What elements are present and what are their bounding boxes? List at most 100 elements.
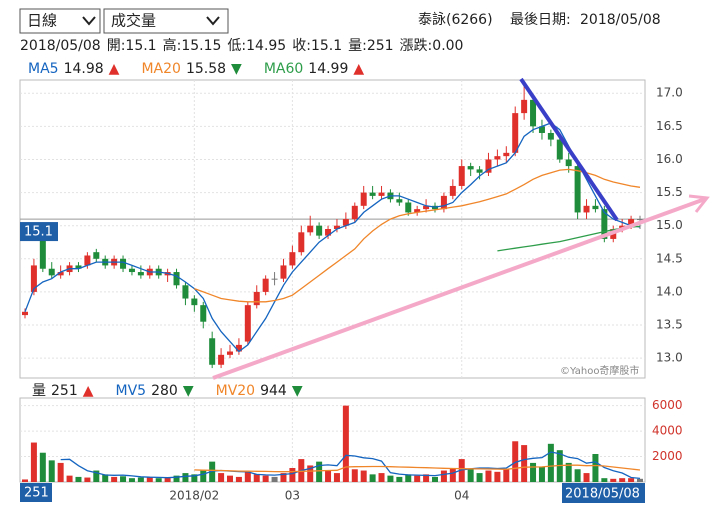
candle-body [521,99,528,114]
info-label: 量: [348,38,367,54]
volume-bar [601,478,608,482]
ma-line [60,451,641,480]
volume-bar [120,476,127,482]
volume-bar [137,477,144,482]
ma-line [194,464,641,473]
volume-bar [146,476,153,482]
legend-value: 280 [151,383,178,399]
period-select[interactable]: 日線 [19,8,101,34]
volume-bar [503,469,510,482]
candle-body [396,199,403,203]
info-label: 開: [107,38,126,54]
legend-trend: ▼ [292,383,303,399]
candle-body [227,351,233,355]
ma-line [194,168,641,303]
candle-body [574,166,581,213]
legend-value: 944 [260,383,287,399]
candle-body [22,311,28,316]
candle-body [75,265,82,269]
candle-body [547,132,554,140]
info-value: 15.1 [311,38,342,54]
candle-body [503,152,510,157]
chevron[interactable] [82,16,96,26]
volume-bar [48,460,55,482]
y-tick-label: 14.5 [656,251,683,265]
volume-bar [405,474,412,482]
info-label: 漲跌: [400,38,433,54]
volume-bar [102,474,109,482]
volume-bar [440,470,447,482]
candle-body [538,126,545,133]
candle-body [423,205,430,210]
volume-bar [316,461,323,482]
candle-body [440,195,447,210]
info-value: 15.15 [181,38,221,54]
volume-bar [128,478,135,482]
select-value[interactable]: 成交量 [111,12,156,30]
chevron[interactable] [206,16,220,26]
volume-bar [84,477,91,482]
candle-body [271,278,278,280]
stock-name: 泰詠(6266) [418,12,493,28]
cursor-date-box [562,483,645,503]
y-tick-label: 13.5 [656,318,683,332]
legend-trend: ▼ [231,61,242,77]
volume-bar [271,476,278,482]
candle-body [39,238,46,269]
last-date: 2018/05/08 [580,12,661,28]
volume-bar [449,468,456,482]
volume-bar [432,476,438,482]
volume-bar [387,475,394,482]
volume-bar [610,478,617,482]
legend-name: MA5 [28,61,59,77]
candle-body [476,169,483,173]
candle-body [84,255,91,266]
volume-bar [218,473,225,482]
indicator-select[interactable]: 成交量 [103,8,229,34]
candle-body [235,344,242,352]
volume-bar [494,471,501,482]
y-tick-label: 6000 [652,398,683,412]
select-box[interactable] [103,8,229,34]
select-value[interactable]: 日線 [27,12,57,30]
x-tick-label: 2018/02 [169,489,219,503]
volume-bar [360,470,367,482]
candle-body [369,192,376,196]
candle-body [93,252,100,259]
candle-body [333,225,340,229]
candle-body [120,258,127,269]
y-tick-label: 16.0 [656,152,683,166]
volume-bar [538,466,545,482]
info-value: 15.1 [125,38,156,54]
candle-body [200,305,207,322]
volume-bar [351,469,358,482]
last-date-label: 最後日期: [510,12,571,28]
candle-body [449,185,456,196]
price-marker-box [20,222,58,242]
candle-body [458,166,465,186]
candle-body [137,272,144,276]
volume-bar [227,475,233,482]
volume-bar [191,474,198,482]
volume-bar [458,459,465,482]
legend-trend: ▲ [353,61,364,77]
volume-bar [485,470,492,482]
info-label: 低: [227,38,246,54]
candle-body [485,159,492,173]
candle-body [173,272,180,286]
volume-bar [378,473,385,482]
volume-bar [22,479,28,482]
volume-bar [574,469,581,482]
legend-name: MV20 [216,383,255,399]
candle-body [128,268,135,273]
volume-marker-box [20,483,52,502]
volume-bar [209,461,216,482]
watermark: ©Yahoo奇摩股市 [560,364,639,377]
y-tick-label: 17.0 [656,86,683,100]
volume-bar [253,474,260,482]
volume-bar [637,478,643,482]
volume-bar [307,465,314,482]
volume-bar [369,474,376,482]
candle-body [351,205,358,220]
candle-body [262,278,269,292]
